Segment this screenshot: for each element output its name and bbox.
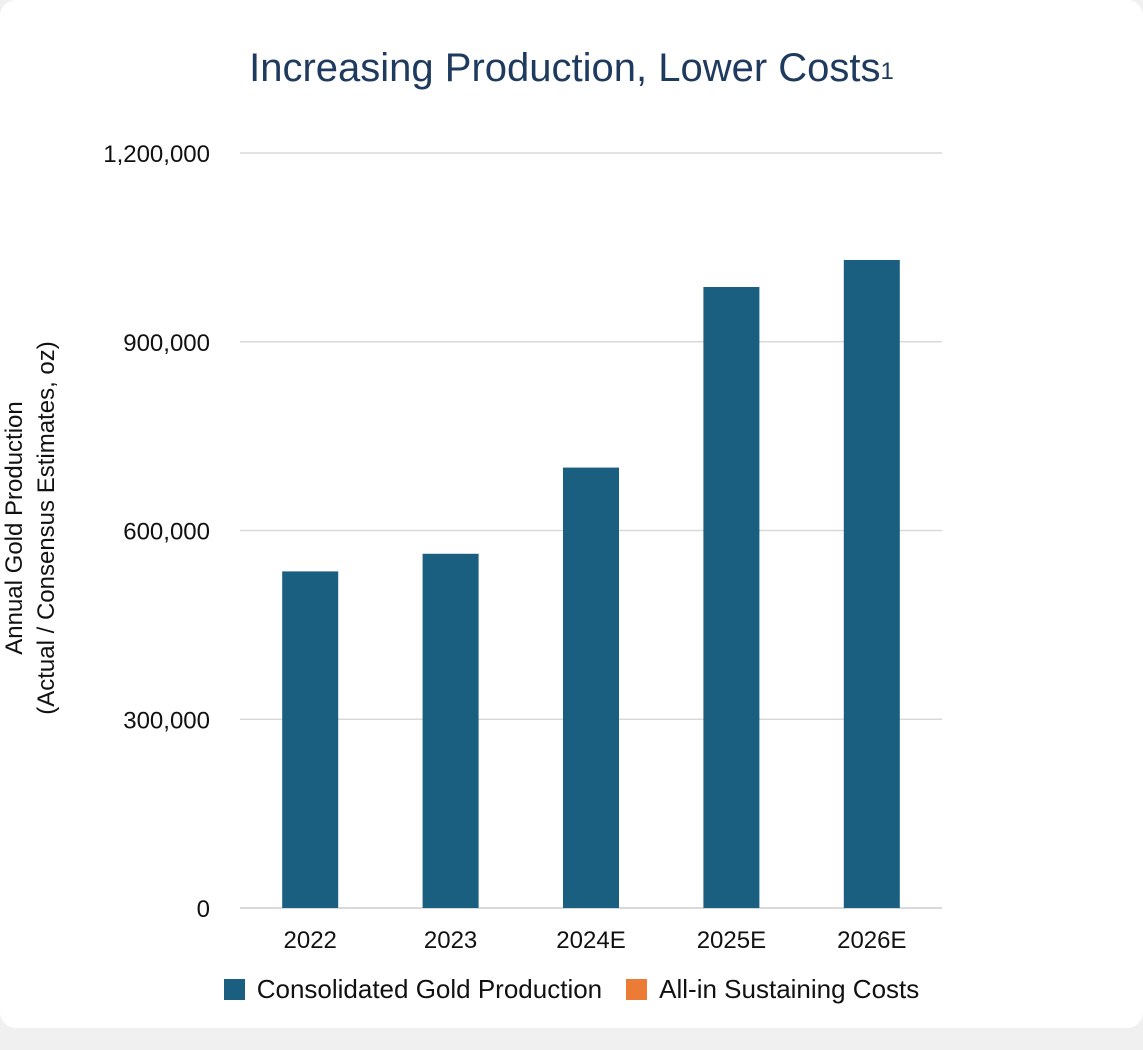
- bar-2023[interactable]: [422, 553, 479, 908]
- x-tick-label: 2024E: [556, 927, 625, 954]
- bar-2024e[interactable]: [563, 467, 619, 908]
- y-tick-label: 1,200,000: [103, 141, 210, 168]
- legend-swatch-aisc: [626, 979, 648, 1000]
- legend-label-production: Consolidated Gold Production: [256, 974, 603, 1004]
- chart-title-footnote: 1: [880, 58, 894, 85]
- x-tick-label: 2023: [424, 927, 477, 954]
- bar-2026e[interactable]: [843, 259, 900, 908]
- x-axis-ticks: 2022 2023 2024E 2025E 2026E: [284, 927, 907, 954]
- legend-label-aisc: All-in Sustaining Costs: [659, 974, 920, 1004]
- chart-card: Increasing Production, Lower Costs1 0 300…: [0, 0, 1143, 1028]
- y-tick-label: 900,000: [123, 330, 210, 357]
- bar-2022[interactable]: [282, 571, 339, 908]
- bar-chart: 0 300,000 600,000 900,000 1,200,000 2022 2023…: [1, 141, 942, 954]
- y-tick-label: 600,000: [123, 519, 210, 546]
- legend-item-aisc[interactable]: All-in Sustaining Costs: [626, 974, 919, 1005]
- x-tick-label: 2026E: [837, 927, 906, 954]
- y-axis-title-line2: (Actual / Consensus Estimates, oz): [33, 341, 60, 714]
- bar-2025e[interactable]: [703, 287, 760, 908]
- x-tick-label: 2022: [284, 927, 337, 954]
- y-tick-label: 300,000: [123, 707, 210, 734]
- legend: Consolidated Gold Production All-in Sust…: [0, 974, 1143, 1005]
- y-axis-ticks: 0 300,000 600,000 900,000 1,200,000: [103, 141, 210, 923]
- y-axis-title-line1: Annual Gold Production: [1, 401, 28, 655]
- legend-item-production[interactable]: Consolidated Gold Production: [223, 974, 603, 1005]
- y-tick-label: 0: [197, 896, 210, 923]
- chart-title-text: Increasing Production, Lower Costs: [249, 46, 881, 90]
- bars: [282, 259, 900, 908]
- x-tick-label: 2025E: [697, 927, 766, 954]
- legend-swatch-production: [223, 979, 245, 1000]
- chart-title: Increasing Production, Lower Costs1: [0, 44, 1143, 92]
